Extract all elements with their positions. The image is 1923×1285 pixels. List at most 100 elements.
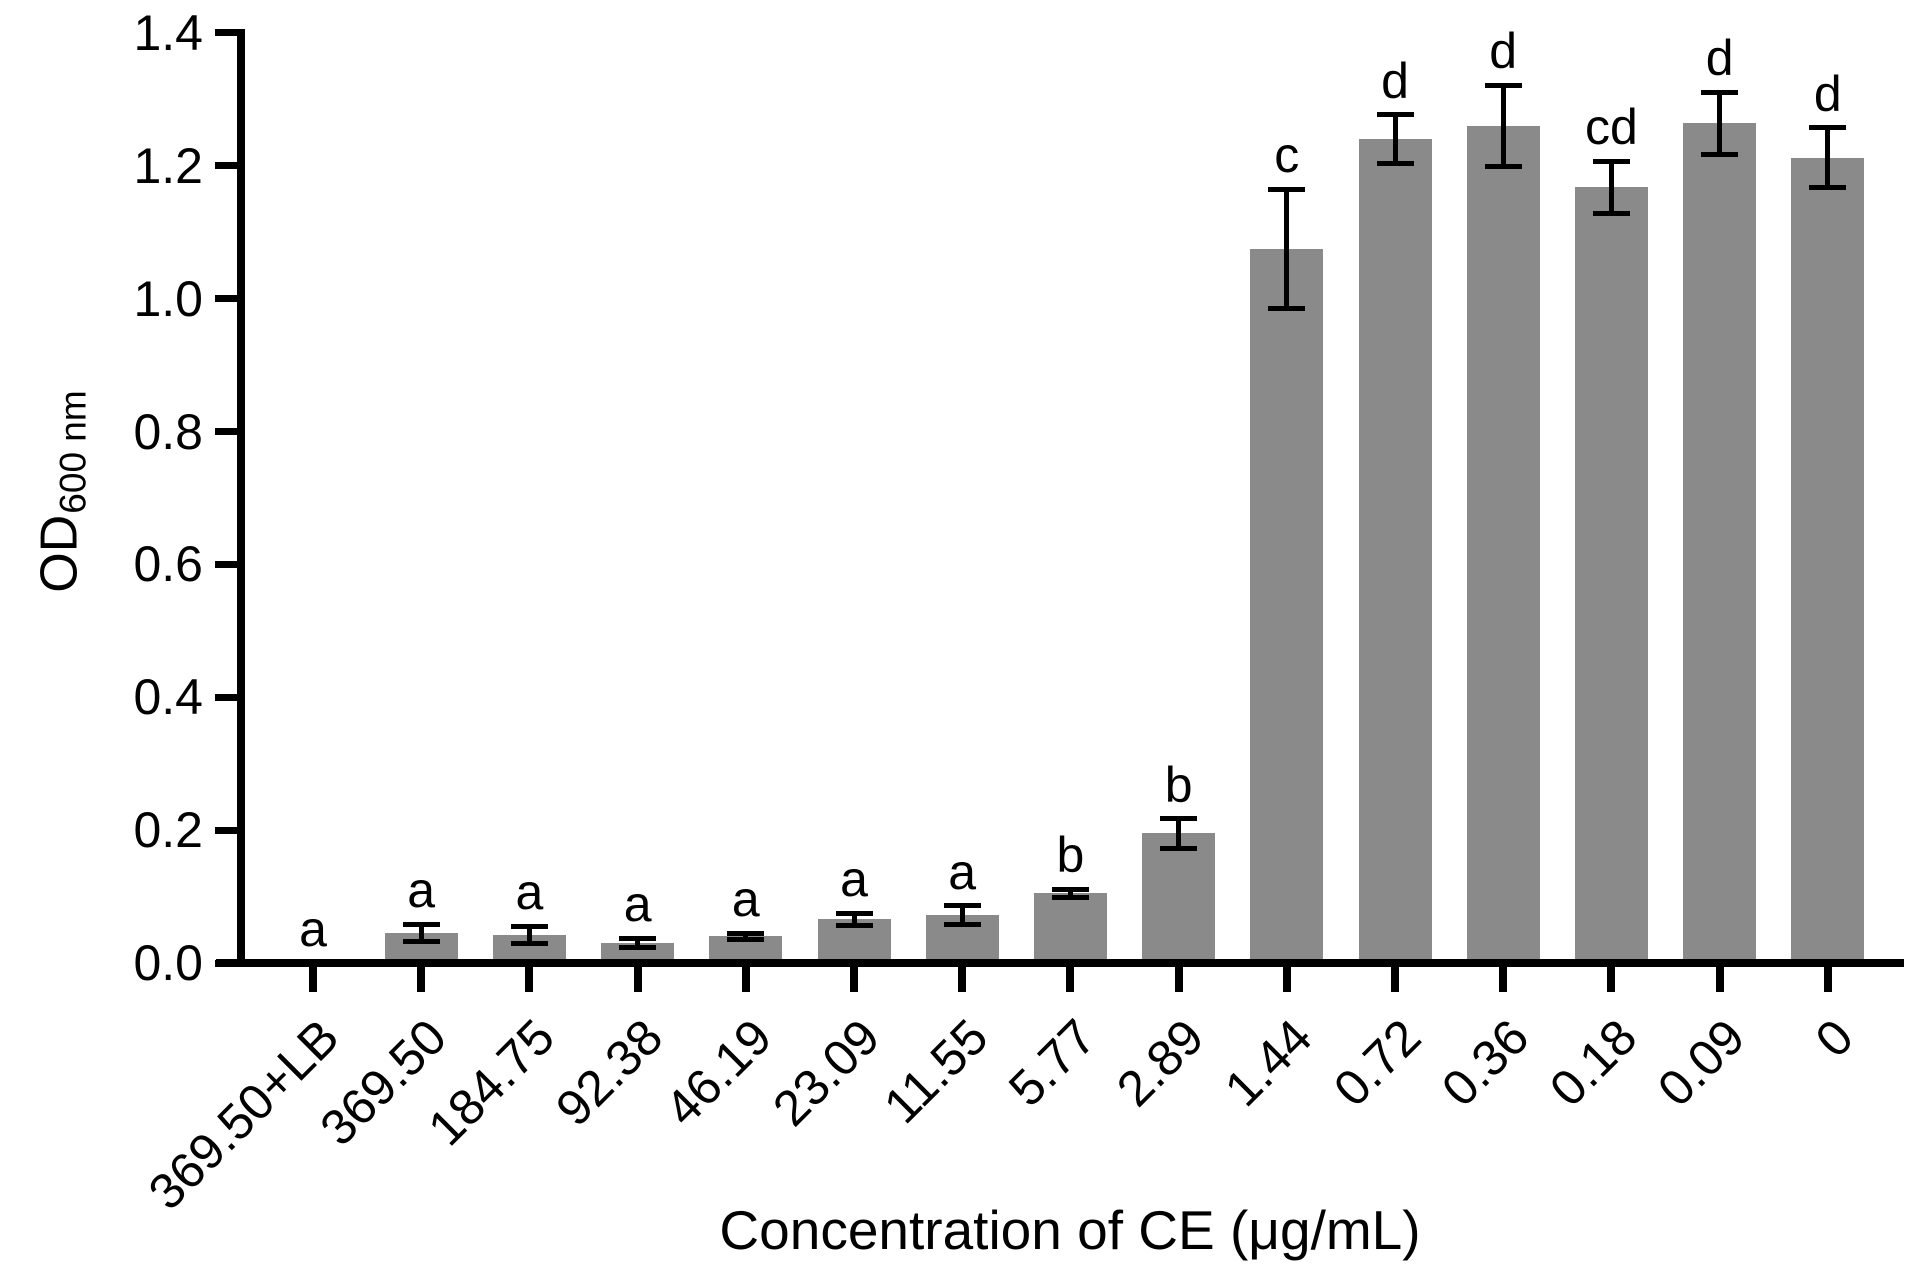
bar-5.77 <box>1033 893 1107 963</box>
y-axis-spine <box>237 29 245 967</box>
x-tick-label-5.77: 5.77 <box>998 1008 1107 1118</box>
x-tick-369.50+LB <box>309 963 317 992</box>
y-tick-0.2 <box>215 826 245 834</box>
error-bar-0.18 <box>1608 161 1614 213</box>
sig-letter-0.18: cd <box>1584 99 1638 156</box>
y-tick-label-0.4: 0.4 <box>133 669 203 726</box>
x-tick-5.77 <box>1066 963 1075 992</box>
y-tick-0.6 <box>215 560 245 568</box>
error-cap-bottom-0.18 <box>1592 210 1630 216</box>
y-tick-label-0.6: 0.6 <box>133 536 203 593</box>
bar-0 <box>1791 157 1865 963</box>
error-cap-bottom-5.77 <box>1051 894 1089 900</box>
error-cap-top-11.55 <box>943 903 981 909</box>
error-cap-top-2.89 <box>1160 816 1198 822</box>
y-tick-label-0.2: 0.2 <box>133 802 203 859</box>
x-axis-line <box>216 959 1904 967</box>
y-tick-label-1.4: 1.4 <box>133 4 203 61</box>
y-tick-label-0.0: 0.0 <box>133 935 203 991</box>
sig-letter-369.50+LB: a <box>299 901 327 957</box>
error-bar-369.50 <box>418 924 424 942</box>
error-cap-bottom-1.44 <box>1268 306 1306 312</box>
error-cap-bottom-369.50 <box>402 939 440 945</box>
x-tick-label-92.38: 92.38 <box>545 1008 674 1137</box>
error-cap-bottom-92.38 <box>619 945 657 951</box>
x-tick-23.09 <box>850 963 858 992</box>
error-cap-top-0.36 <box>1484 82 1522 88</box>
x-axis-title: Concentration of CE (μg/mL) <box>719 1199 1421 1261</box>
sig-letter-23.09: a <box>840 851 868 908</box>
sig-letter-184.75: a <box>515 864 544 921</box>
error-bar-0.72 <box>1392 114 1398 164</box>
error-cap-bottom-2.89 <box>1160 845 1198 851</box>
error-bar-5.77 <box>1067 889 1073 898</box>
error-bar-0 <box>1825 127 1831 188</box>
error-cap-top-5.77 <box>1051 886 1089 892</box>
error-cap-top-92.38 <box>619 935 657 941</box>
error-cap-bottom-46.19 <box>727 937 765 943</box>
error-bar-184.75 <box>526 926 532 944</box>
y-tick-1.2 <box>215 162 245 170</box>
x-tick-0.72 <box>1391 963 1399 992</box>
x-tick-label-0.36: 0.36 <box>1430 1008 1540 1118</box>
x-tick-184.75 <box>525 963 534 992</box>
error-cap-top-0.72 <box>1376 112 1414 118</box>
error-cap-bottom-0.09 <box>1701 152 1739 158</box>
x-tick-0.09 <box>1715 963 1724 992</box>
error-cap-top-0 <box>1809 125 1847 131</box>
error-cap-bottom-23.09 <box>835 922 873 928</box>
y-tick-1.0 <box>215 295 245 303</box>
error-cap-top-0.09 <box>1701 89 1739 95</box>
x-tick-369.50 <box>417 963 426 992</box>
error-bar-11.55 <box>959 905 965 925</box>
error-cap-top-184.75 <box>510 923 548 929</box>
bar-1.44 <box>1250 248 1324 963</box>
y-tick-0.8 <box>215 428 245 436</box>
x-tick-label-0.72: 0.72 <box>1322 1008 1432 1118</box>
error-cap-top-369.50 <box>402 921 440 927</box>
error-cap-bottom-0 <box>1809 185 1847 191</box>
x-tick-label-0: 0 <box>1804 1008 1864 1068</box>
error-bar-92.38 <box>635 938 641 948</box>
sig-letter-0.09: d <box>1705 30 1734 87</box>
error-cap-top-0.18 <box>1592 158 1630 164</box>
sig-letter-0.72: d <box>1381 52 1409 109</box>
error-cap-bottom-0.36 <box>1484 164 1522 169</box>
x-tick-2.89 <box>1174 963 1183 992</box>
error-cap-top-23.09 <box>835 910 873 916</box>
x-tick-0.18 <box>1607 963 1616 992</box>
sig-letter-46.19: a <box>731 871 760 928</box>
error-bar-0.36 <box>1500 85 1506 167</box>
y-tick-label-0.8: 0.8 <box>133 403 203 460</box>
x-tick-46.19 <box>741 963 750 992</box>
error-cap-top-1.44 <box>1268 186 1306 192</box>
error-bar-46.19 <box>743 933 749 940</box>
x-tick-label-2.89: 2.89 <box>1106 1008 1215 1118</box>
error-cap-bottom-11.55 <box>943 921 981 927</box>
x-tick-label-46.19: 46.19 <box>653 1008 782 1137</box>
x-tick-label-11.55: 11.55 <box>872 1008 999 1135</box>
sig-letter-0: d <box>1813 65 1842 122</box>
error-bar-23.09 <box>851 913 857 926</box>
x-tick-label-0.09: 0.09 <box>1647 1008 1756 1118</box>
x-tick-11.55 <box>958 963 967 992</box>
x-tick-0.36 <box>1499 963 1508 992</box>
x-tick-label-23.09: 23.09 <box>762 1008 891 1137</box>
error-cap-bottom-0.72 <box>1376 161 1414 167</box>
error-cap-top-46.19 <box>727 930 765 936</box>
error-bar-2.89 <box>1176 818 1182 849</box>
y-tick-0.4 <box>215 693 245 701</box>
bar-2.89 <box>1142 833 1216 963</box>
bar-0.72 <box>1358 139 1432 963</box>
error-bar-1.44 <box>1284 189 1290 309</box>
sig-letter-2.89: b <box>1164 756 1193 813</box>
sig-letter-92.38: a <box>623 876 652 933</box>
y-tick-label-1.0: 1.0 <box>133 270 203 327</box>
sig-letter-11.55: a <box>948 843 977 900</box>
x-tick-92.38 <box>633 963 642 992</box>
bar-0.18 <box>1574 187 1648 963</box>
error-bar-0.09 <box>1717 92 1723 155</box>
sig-letter-5.77: b <box>1056 827 1085 884</box>
sig-letter-369.50: a <box>407 862 436 919</box>
